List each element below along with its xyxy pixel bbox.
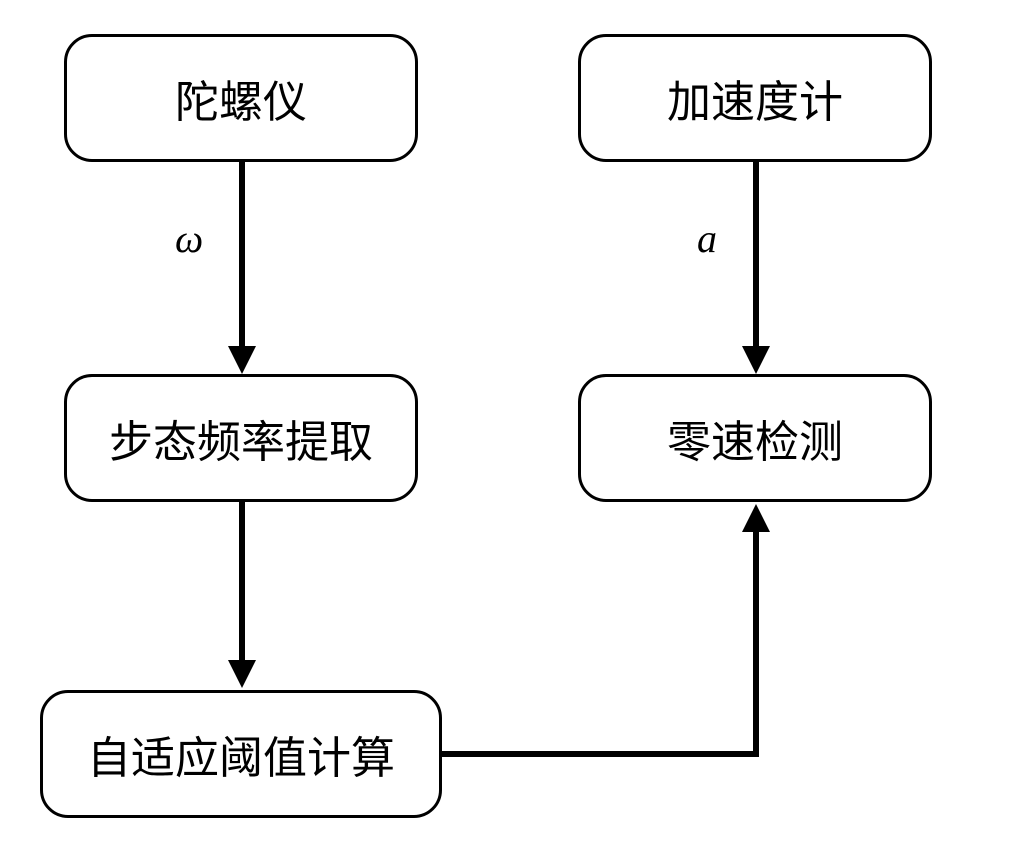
edge-threshold-zero-arrowhead [742,504,770,532]
edge-accel-arrowhead [742,346,770,374]
node-gait-freq: 步态频率提取 [64,374,418,502]
node-adaptive-threshold: 自适应阈值计算 [40,690,442,818]
node-gait-freq-label: 步态频率提取 [109,406,373,470]
node-accelerometer-label: 加速度计 [667,66,843,130]
edge-accel-label: a [697,215,717,262]
node-zero-velocity-label: 零速检测 [667,406,843,470]
edge-threshold-zero-vline [753,530,759,757]
edge-accel-line [753,162,759,348]
edge-omega-label: ω [175,215,203,262]
edge-omega-line [239,162,245,348]
node-zero-velocity: 零速检测 [578,374,932,502]
edge-gait-threshold-arrowhead [228,660,256,688]
node-accelerometer: 加速度计 [578,34,932,162]
node-adaptive-threshold-label: 自适应阈值计算 [87,722,395,786]
node-gyroscope-label: 陀螺仪 [175,66,307,130]
edge-threshold-zero-hline [442,751,759,757]
edge-gait-threshold-line [239,502,245,662]
edge-omega-arrowhead [228,346,256,374]
node-gyroscope: 陀螺仪 [64,34,418,162]
